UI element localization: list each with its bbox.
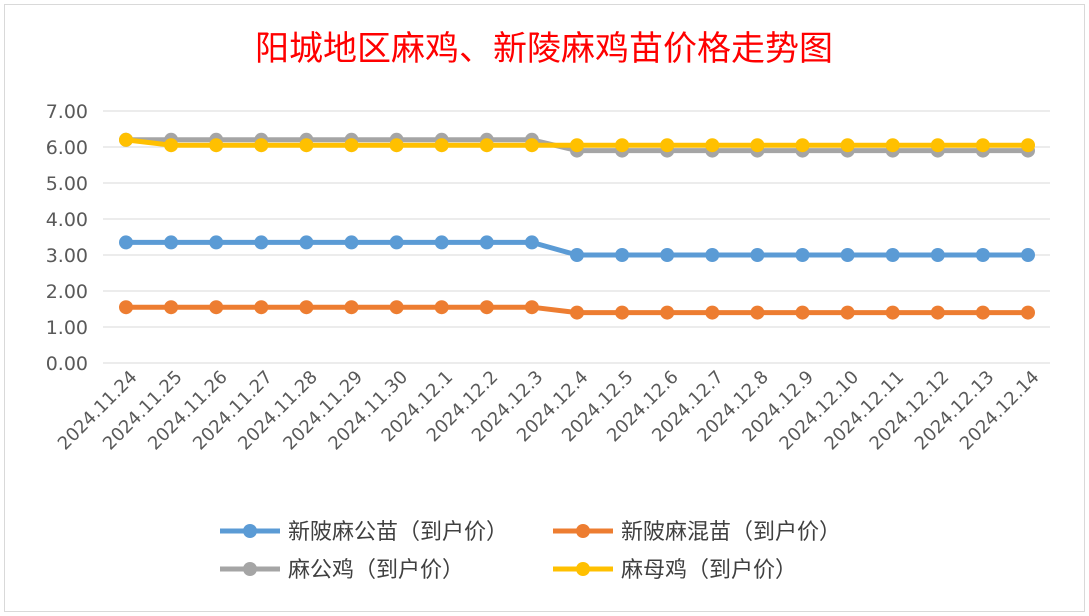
data-point	[930, 138, 945, 153]
data-point	[254, 235, 269, 250]
data-point	[570, 305, 584, 320]
data-point	[479, 138, 494, 153]
data-point	[705, 305, 720, 320]
data-point	[1021, 248, 1035, 262]
data-point	[840, 305, 855, 320]
data-point	[660, 248, 675, 262]
legend-entry: 新陂麻混苗（到户价）	[553, 520, 841, 545]
data-point	[524, 300, 539, 315]
data-point	[299, 300, 314, 315]
y-tick-label: 5.00	[46, 173, 88, 195]
data-point	[930, 248, 945, 262]
data-point	[254, 138, 269, 153]
data-point	[164, 138, 179, 153]
data-point	[570, 138, 584, 153]
data-point	[975, 248, 990, 262]
y-tick-label: 3.00	[46, 245, 88, 267]
data-point	[615, 248, 630, 262]
data-point	[750, 248, 765, 262]
data-point	[1021, 138, 1035, 153]
legend-label: 麻母鸡（到户价）	[621, 558, 797, 583]
legend-marker-icon	[576, 524, 590, 538]
data-point	[344, 235, 359, 250]
data-point	[119, 235, 133, 250]
data-point	[209, 300, 224, 315]
data-point	[705, 248, 720, 262]
legend-label: 麻公鸡（到户价）	[288, 558, 464, 583]
data-point	[479, 235, 494, 250]
data-point	[840, 138, 855, 153]
data-point	[885, 248, 900, 262]
data-point	[705, 138, 720, 153]
data-point	[524, 138, 539, 153]
data-point	[750, 305, 765, 320]
data-point	[524, 235, 539, 250]
series-1	[119, 300, 1035, 320]
y-tick-label: 2.00	[46, 281, 88, 303]
y-tick-label: 6.00	[46, 137, 88, 159]
data-point	[434, 138, 449, 153]
y-tick-label: 1.00	[46, 317, 88, 339]
data-point	[164, 235, 179, 250]
series-lines	[119, 132, 1035, 320]
data-point	[975, 138, 990, 153]
legend-label: 新陂麻公苗（到户价）	[288, 520, 508, 545]
data-point	[795, 248, 810, 262]
series-0	[119, 235, 1035, 262]
data-point	[660, 138, 675, 153]
data-point	[119, 300, 133, 315]
data-point	[299, 138, 314, 153]
data-point	[570, 248, 584, 262]
data-point	[479, 300, 494, 315]
data-point	[885, 305, 900, 320]
data-point	[885, 138, 900, 153]
legend-entry: 麻母鸡（到户价）	[553, 558, 797, 583]
legend-marker-icon	[243, 562, 257, 576]
data-point	[389, 300, 404, 315]
data-point	[344, 300, 359, 315]
data-point	[615, 305, 630, 320]
data-point	[750, 138, 765, 153]
data-point	[795, 138, 810, 153]
legend-entry: 新陂麻公苗（到户价）	[220, 520, 508, 545]
data-point	[254, 300, 269, 315]
data-point	[930, 305, 945, 320]
y-tick-label: 0.00	[46, 353, 88, 375]
data-point	[840, 248, 855, 262]
legend-marker-icon	[576, 562, 590, 576]
data-point	[299, 235, 314, 250]
chart-title: 阳城地区麻鸡、新陵麻鸡苗价格走势图	[255, 29, 833, 69]
data-point	[164, 300, 179, 315]
data-point	[975, 305, 990, 320]
data-point	[434, 300, 449, 315]
data-point	[209, 138, 224, 153]
y-tick-label: 7.00	[46, 101, 88, 123]
data-point	[209, 235, 224, 250]
legend: 新陂麻公苗（到户价） 新陂麻混苗（到户价） 麻公鸡（到户价） 麻母鸡（到户价）	[220, 520, 841, 583]
legend-label: 新陂麻混苗（到户价）	[621, 520, 841, 545]
series-3	[119, 132, 1035, 153]
data-point	[660, 305, 675, 320]
data-point	[344, 138, 359, 153]
legend-marker-icon	[243, 524, 257, 538]
data-point	[1021, 305, 1035, 320]
data-point	[434, 235, 449, 250]
data-point	[119, 132, 133, 147]
data-point	[389, 138, 404, 153]
y-axis-tick-labels: 0.00 1.00 2.00 3.00 4.00 5.00 6.00 7.00	[46, 101, 88, 375]
legend-entry: 麻公鸡（到户价）	[220, 558, 464, 583]
data-point	[795, 305, 810, 320]
y-tick-label: 4.00	[46, 209, 88, 231]
data-point	[389, 235, 404, 250]
data-point	[615, 138, 630, 153]
